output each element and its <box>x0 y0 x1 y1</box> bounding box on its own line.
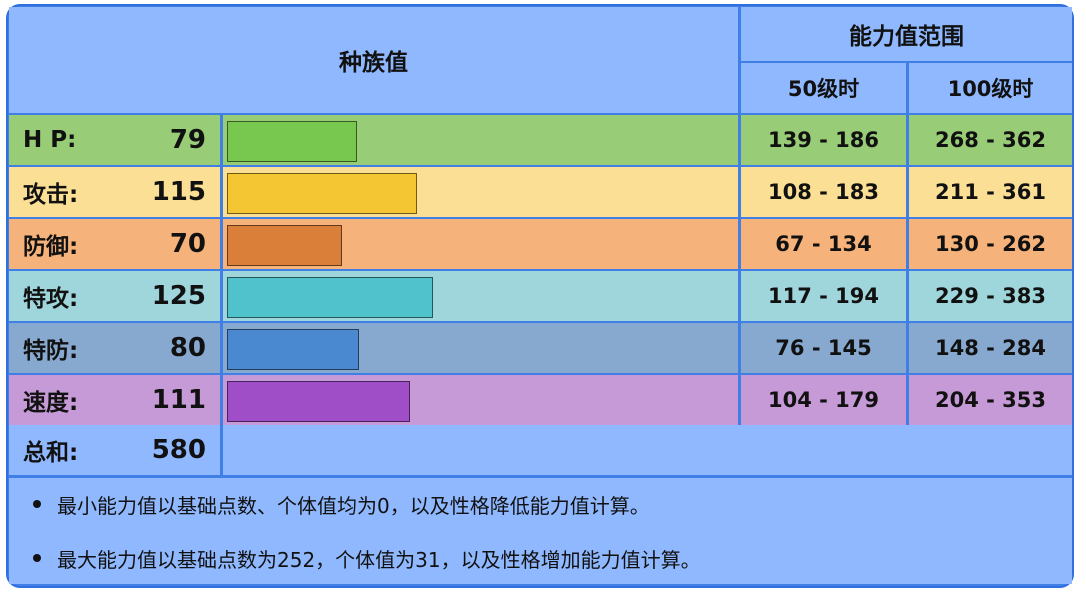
stat-label: 速度: <box>23 390 79 416</box>
total-row-label-cell: 总和: 580 <box>9 425 220 475</box>
bullet-icon <box>33 500 41 508</box>
bullet-icon <box>33 554 41 562</box>
stat-bar <box>227 121 357 162</box>
stat-label-cell: 特攻: 125 <box>9 271 220 321</box>
stat-bar <box>227 173 417 214</box>
stat-bar-cell <box>223 167 738 217</box>
stat-label-cell: 特防: 80 <box>9 323 220 373</box>
stat-bar-cell <box>223 375 738 425</box>
note-max-text: 最大能力值以基础点数为252，个体值为31，以及性格增加能力值计算。 <box>57 547 701 572</box>
stat-bar-cell <box>223 323 738 373</box>
stat-label: 攻击: <box>23 182 79 208</box>
stat-value: 115 <box>151 177 206 207</box>
lv100-header: 100级时 <box>909 63 1072 113</box>
stat-label: 特防: <box>23 338 79 364</box>
stat-value: 79 <box>169 125 206 155</box>
stat-bar-cell <box>223 115 738 165</box>
range-lv50: 104 - 179 <box>741 375 906 425</box>
stat-bar-cell <box>223 271 738 321</box>
notes-panel: 最小能力值以基础点数、个体值均为0，以及性格降低能力值计算。 最大能力值以基础点… <box>9 478 1072 584</box>
stat-label-cell: H P: 79 <box>9 115 220 165</box>
lv100-label: 100级时 <box>947 77 1034 101</box>
stat-label: 特攻: <box>23 286 79 312</box>
range-lv50: 117 - 194 <box>741 271 906 321</box>
range-lv100: 268 - 362 <box>909 115 1072 165</box>
stat-label: H P: <box>23 127 77 153</box>
stat-label-cell: 攻击: 115 <box>9 167 220 217</box>
base-stats-header: 种族值 <box>9 7 738 113</box>
range-lv50: 108 - 183 <box>741 167 906 217</box>
range-lv100: 204 - 353 <box>909 375 1072 425</box>
stat-value: 111 <box>151 385 206 415</box>
stat-label: 防御: <box>23 234 79 260</box>
total-value: 580 <box>151 435 206 465</box>
range-lv100: 211 - 361 <box>909 167 1072 217</box>
range-title: 能力值范围 <box>849 24 964 50</box>
note-max: 最大能力值以基础点数为252，个体值为31，以及性格增加能力值计算。 <box>33 532 701 584</box>
stat-label-cell: 防御: 70 <box>9 219 220 269</box>
total-label: 总和: <box>23 440 79 466</box>
range-lv50: 139 - 186 <box>741 115 906 165</box>
stat-bar-cell <box>223 219 738 269</box>
stat-bar <box>227 329 359 370</box>
stat-bar <box>227 225 342 266</box>
note-min: 最小能力值以基础点数、个体值均为0，以及性格降低能力值计算。 <box>33 478 650 530</box>
total-row-empty <box>223 425 1072 475</box>
stat-label-cell: 速度: 111 <box>9 375 220 425</box>
stat-value: 70 <box>169 229 206 259</box>
range-lv50: 76 - 145 <box>741 323 906 373</box>
lv50-header: 50级时 <box>741 63 906 113</box>
range-lv100: 229 - 383 <box>909 271 1072 321</box>
range-lv100: 148 - 284 <box>909 323 1072 373</box>
note-min-text: 最小能力值以基础点数、个体值均为0，以及性格降低能力值计算。 <box>57 493 650 518</box>
stat-bar <box>227 381 410 422</box>
base-stats-title: 种族值 <box>339 50 408 76</box>
range-header: 能力值范围 <box>741 7 1072 61</box>
range-lv50: 67 - 134 <box>741 219 906 269</box>
lv50-label: 50级时 <box>787 77 860 101</box>
stat-value: 125 <box>151 281 206 311</box>
range-lv100: 130 - 262 <box>909 219 1072 269</box>
stat-bar <box>227 277 433 318</box>
stat-value: 80 <box>169 333 206 363</box>
